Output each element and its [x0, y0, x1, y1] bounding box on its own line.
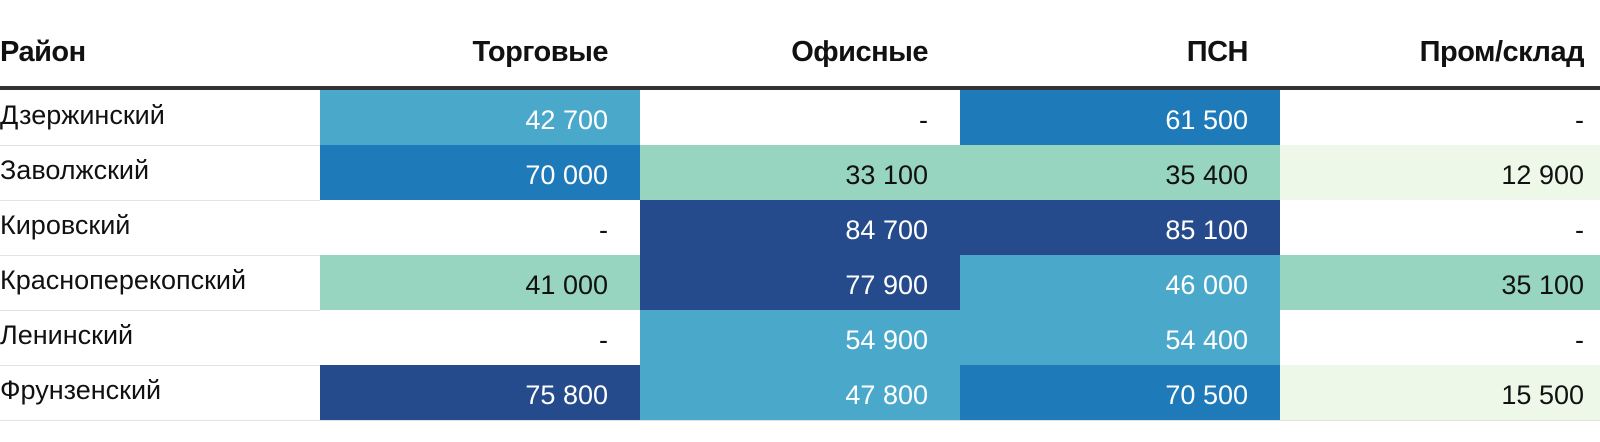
value-cell: 35 400	[960, 145, 1280, 200]
header-office: Офисные	[791, 36, 928, 68]
value-cell: -	[1280, 90, 1600, 145]
value-cell: 84 700	[640, 200, 960, 255]
value-cell: 70 500	[960, 365, 1280, 420]
header-district: Район	[0, 36, 86, 68]
district-name: Заволжский	[0, 155, 150, 185]
value-cell: -	[640, 90, 960, 145]
district-name: Красноперекопский	[0, 265, 247, 295]
value-cell: -	[1280, 310, 1600, 365]
header-retail: Торговые	[472, 36, 609, 68]
table-row: Кировский -84 700 85 100-	[0, 200, 1600, 256]
value-cell: 42 700	[320, 90, 640, 145]
district-name: Дзержинский	[0, 100, 165, 130]
value-cell: 85 100	[960, 200, 1280, 255]
value-cell: 12 900	[1280, 145, 1600, 200]
value-cell: -	[1280, 200, 1600, 255]
value-cell: 46 000	[960, 255, 1280, 310]
header-industrial-warehouse: Пром/склад	[1419, 36, 1585, 68]
value-cell: 33 100	[640, 145, 960, 200]
value-cell: -	[320, 200, 640, 255]
district-name: Ленинский	[0, 320, 134, 350]
value-cell: 54 900	[640, 310, 960, 365]
value-cell: 77 900	[640, 255, 960, 310]
value-cell: 15 500	[1280, 365, 1600, 420]
value-cell: 41 000	[320, 255, 640, 310]
table-row: Красноперекопский 41 000 77 900 46 000 35 10…	[0, 255, 1600, 311]
value-cell: 35 100	[1280, 255, 1600, 310]
value-cell: 75 800	[320, 365, 640, 420]
table-row: Дзержинский 42 700-61 500-	[0, 90, 1600, 146]
value-cell: 61 500	[960, 90, 1280, 145]
value-cell: 54 400	[960, 310, 1280, 365]
district-name: Фрунзенский	[0, 375, 162, 405]
value-cell: 70 000	[320, 145, 640, 200]
table-row: Заволжский 70 000 33 100 35 400 12 900	[0, 145, 1600, 201]
table-header: Район Торговые Офисные ПСН Пром/склад	[0, 0, 1600, 90]
table-row: Фрунзенский 75 800 47 800 70 500 15 500	[0, 365, 1600, 421]
table-row: Ленинский -54 900 54 400-	[0, 310, 1600, 366]
district-name: Кировский	[0, 210, 131, 240]
value-cell: 47 800	[640, 365, 960, 420]
header-free-purpose: ПСН	[1186, 36, 1249, 68]
value-cell: -	[320, 310, 640, 365]
